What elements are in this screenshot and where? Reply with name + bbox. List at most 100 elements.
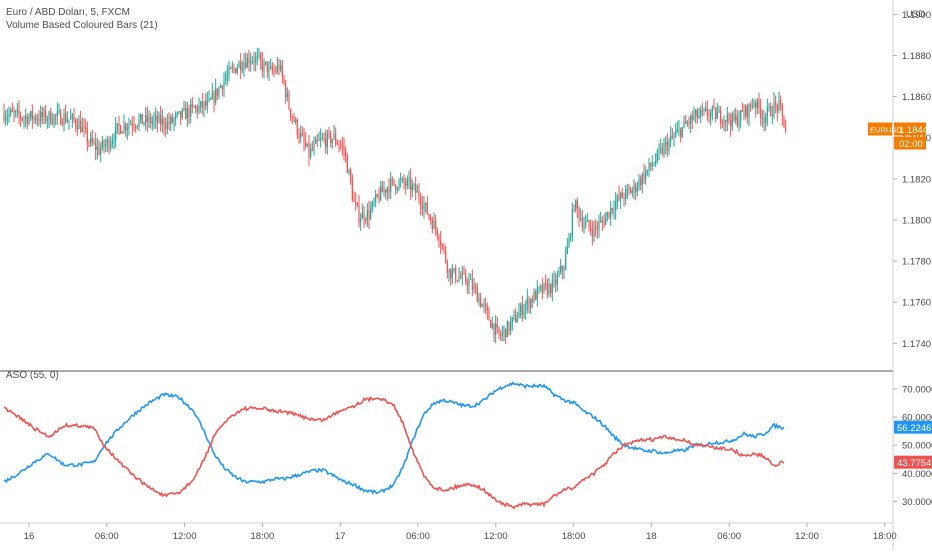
candle-body xyxy=(441,245,443,246)
candle-body xyxy=(105,144,107,147)
price-tick-label: 1.1880 xyxy=(902,51,931,62)
candle-body xyxy=(480,297,482,307)
candle-body xyxy=(533,291,535,303)
candle-body xyxy=(226,74,228,79)
symbol-tag-text: EURUSD xyxy=(870,126,902,135)
candle-body xyxy=(191,104,193,106)
candle-body xyxy=(305,142,307,147)
candle-body xyxy=(698,115,700,118)
candle-body xyxy=(248,57,250,64)
candle-body xyxy=(160,115,162,125)
candle-body xyxy=(733,113,735,121)
candle-body xyxy=(658,149,660,151)
sub-legend: ASO (55, 0) xyxy=(6,369,59,382)
candle-body xyxy=(753,102,755,107)
candle-body xyxy=(748,104,750,118)
candle-body xyxy=(505,328,507,338)
candle-body xyxy=(13,111,15,113)
candle-body xyxy=(188,108,190,118)
candle-body xyxy=(128,124,130,128)
candle-body xyxy=(326,132,328,147)
candle-body xyxy=(135,126,137,128)
candle-body xyxy=(271,66,273,72)
candle-body xyxy=(448,269,450,273)
candle-body xyxy=(556,275,558,285)
candle-body xyxy=(425,202,427,205)
candle-body xyxy=(73,114,75,121)
candle-body xyxy=(566,246,568,255)
candle-body xyxy=(256,56,258,58)
candle-body xyxy=(345,150,347,157)
price-tick-label: 1.1860 xyxy=(902,92,931,103)
candle-body xyxy=(95,142,97,151)
aso-tick-label: 70.0000 xyxy=(902,384,932,395)
candle-body xyxy=(553,279,555,281)
candle-body xyxy=(418,190,420,199)
candle-body xyxy=(586,220,588,223)
candle-body xyxy=(693,115,695,120)
candle-body xyxy=(285,83,287,98)
candle-body xyxy=(595,226,597,228)
candle-body xyxy=(465,273,467,282)
candle-body xyxy=(501,332,503,336)
candle-body xyxy=(641,173,643,185)
indicator-pane[interactable] xyxy=(3,381,785,510)
candle-body xyxy=(178,111,180,113)
candle-body xyxy=(101,140,103,149)
candle-body xyxy=(341,145,343,147)
price-tick-label: 1.1900 xyxy=(902,10,931,21)
candle-body xyxy=(273,71,275,72)
candle-body xyxy=(686,122,688,124)
time-tick-label: 18:00 xyxy=(873,531,897,542)
candle-body xyxy=(176,112,178,115)
candle-body xyxy=(346,156,348,173)
indicator-title[interactable]: Volume Based Coloured Bars (21) xyxy=(6,20,158,31)
candle-body xyxy=(661,148,663,154)
candle-body xyxy=(416,190,418,193)
candle-body xyxy=(175,114,177,119)
aso-title[interactable]: ASO (55, 0) xyxy=(6,370,59,381)
candle-body xyxy=(193,105,195,108)
aso-bear-badge xyxy=(894,455,932,469)
candle-body xyxy=(618,195,620,200)
candle-body xyxy=(496,324,498,328)
candle-body xyxy=(428,214,430,218)
candle-body xyxy=(385,189,387,193)
candle-body xyxy=(468,279,470,286)
candle-body xyxy=(211,92,213,99)
candle-body xyxy=(383,189,385,193)
candle-body xyxy=(626,188,628,190)
candle-body xyxy=(21,118,23,120)
candle-body xyxy=(196,106,198,112)
candle-body xyxy=(601,220,603,222)
aso-bull-line xyxy=(3,381,785,495)
main-pane[interactable] xyxy=(3,47,787,345)
candle-body xyxy=(331,139,333,143)
candle-body xyxy=(50,111,52,124)
candle-body xyxy=(751,106,753,108)
candle-body xyxy=(276,64,278,72)
candle-body xyxy=(676,129,678,133)
candle-body xyxy=(80,120,82,133)
candle-body xyxy=(675,132,677,136)
candle-body xyxy=(46,119,48,121)
candle-body xyxy=(155,115,157,119)
candle-body xyxy=(536,287,538,300)
candle-body xyxy=(286,93,288,98)
candle-body xyxy=(116,123,118,127)
candle-body xyxy=(335,133,337,143)
candle-body xyxy=(181,109,183,118)
candle-body xyxy=(778,99,780,112)
candle-body xyxy=(515,314,517,322)
candle-body xyxy=(765,116,767,123)
candle-body xyxy=(655,160,657,165)
candle-body xyxy=(398,180,400,189)
candle-body xyxy=(336,142,338,145)
candle-body xyxy=(516,318,518,322)
candle-body xyxy=(373,201,375,203)
symbol-title[interactable]: Euro / ABD Doları, 5, FXCM xyxy=(6,7,130,18)
candle-body xyxy=(436,228,438,237)
